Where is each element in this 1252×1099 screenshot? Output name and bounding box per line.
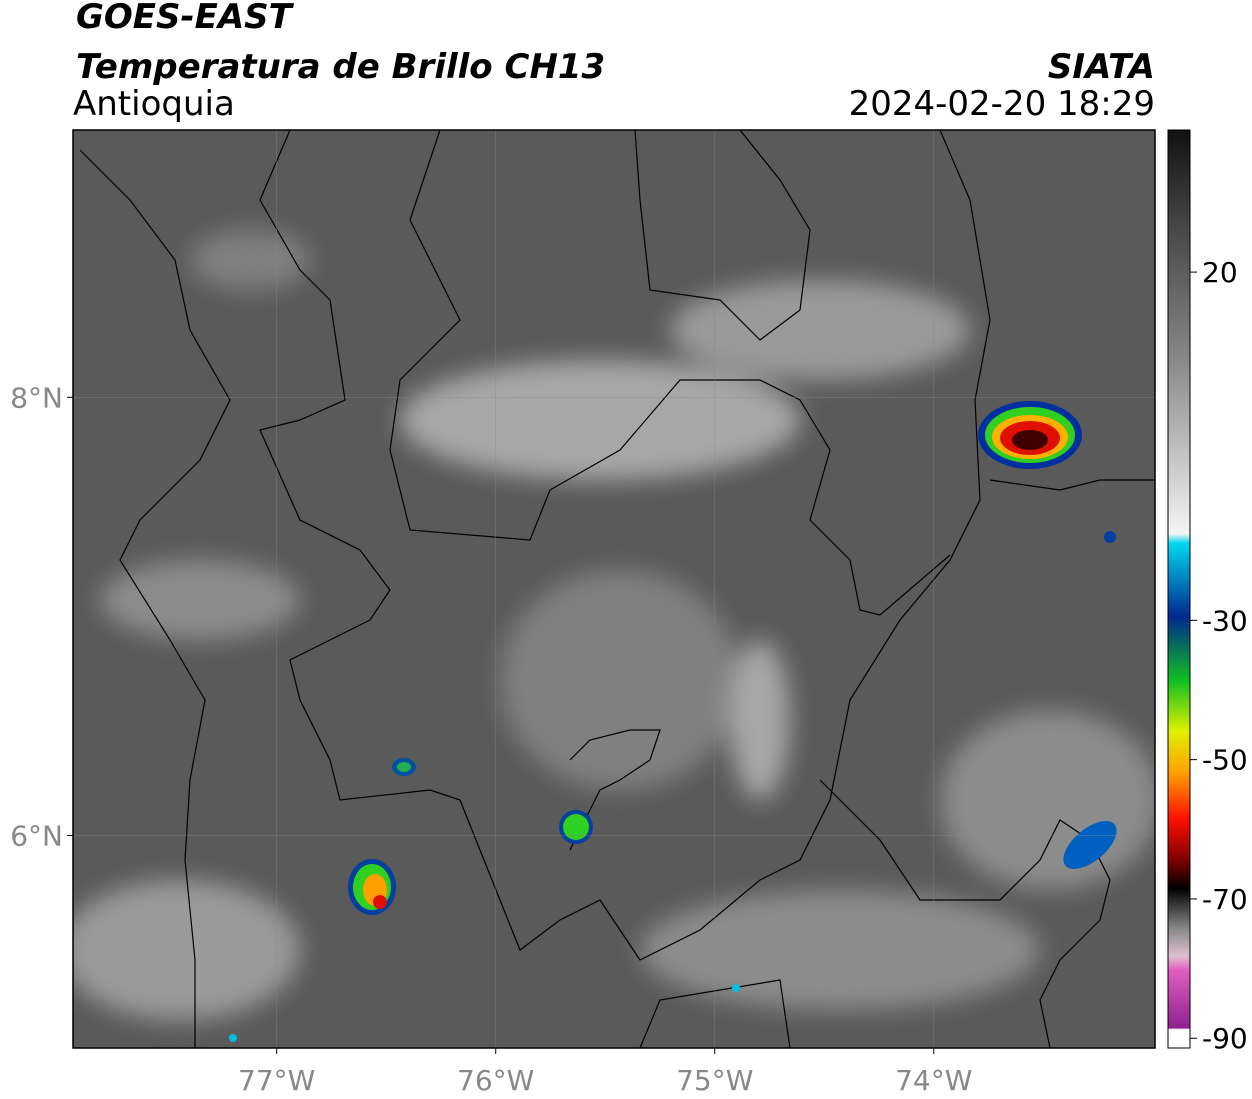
subtitle: Temperatura de Brillo CH13	[76, 47, 605, 87]
map-image	[73, 130, 1155, 1048]
colorbar-label: -50	[1202, 744, 1248, 777]
colorbar-label: -90	[1202, 1022, 1248, 1055]
datetime: 2024-02-20 18:29	[849, 84, 1155, 124]
colorbar	[1167, 129, 1191, 1049]
region: Antioquia	[73, 84, 235, 124]
lon-label: 74°W	[895, 1064, 972, 1097]
colorbar-label: -70	[1202, 883, 1248, 916]
source: SIATA	[1048, 47, 1155, 87]
colorbar-label: 20	[1202, 256, 1238, 289]
lon-label: 77°W	[238, 1064, 315, 1097]
lat-label: 8°N	[10, 381, 63, 414]
lat-label: 6°N	[10, 819, 63, 852]
map-frame	[72, 129, 1156, 1049]
lon-label: 75°W	[676, 1064, 753, 1097]
colorbar-label: -30	[1202, 604, 1248, 637]
title: GOES-EAST	[76, 0, 295, 37]
lon-label: 76°W	[457, 1064, 534, 1097]
